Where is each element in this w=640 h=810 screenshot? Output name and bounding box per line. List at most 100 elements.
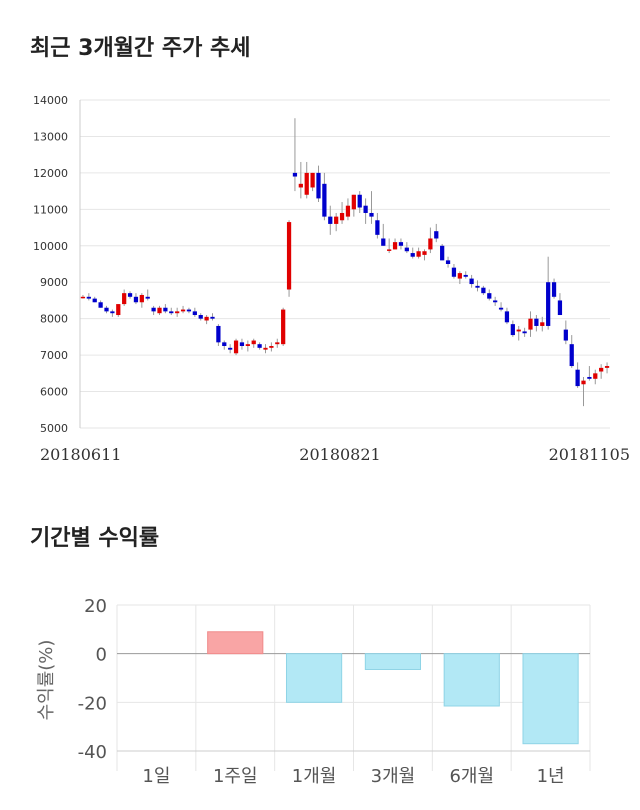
- candle: [587, 366, 592, 381]
- candle: [269, 342, 274, 352]
- candle: [604, 362, 610, 374]
- candle: [122, 289, 127, 306]
- candle: [86, 293, 91, 301]
- candle: [92, 296, 97, 303]
- candle-body: [298, 183, 303, 188]
- candle-body: [604, 366, 610, 368]
- candle: [493, 296, 498, 306]
- candle: [422, 249, 427, 261]
- y-tick-label: 6000: [40, 386, 68, 399]
- y-tick-label: 12000: [33, 167, 68, 180]
- candle-body: [251, 340, 256, 345]
- candle-body: [257, 344, 262, 348]
- candle: [522, 327, 527, 337]
- candle-body: [445, 260, 451, 264]
- candle-body: [493, 300, 498, 303]
- candle: [498, 302, 504, 312]
- candle-body: [475, 285, 480, 288]
- candle: [286, 220, 292, 297]
- candle-body: [581, 380, 586, 385]
- candle: [175, 307, 180, 317]
- candle-body: [599, 367, 604, 372]
- candle: [581, 376, 586, 407]
- candle: [445, 256, 451, 268]
- y-tick-label: 0: [96, 645, 107, 666]
- candle-body: [357, 194, 362, 208]
- candle-body: [304, 172, 309, 195]
- candle-body: [175, 311, 180, 314]
- candle: [80, 294, 86, 299]
- candle: [281, 307, 286, 346]
- candle: [410, 247, 415, 259]
- candle: [534, 315, 539, 332]
- candle-body: [310, 172, 315, 188]
- candle-body: [169, 311, 174, 314]
- bar: [285, 653, 343, 703]
- candle-body: [487, 293, 492, 299]
- candle-body: [139, 294, 144, 303]
- candle-body: [428, 238, 433, 250]
- candle: [180, 305, 186, 314]
- y-tick-label: 8000: [40, 313, 68, 326]
- candle: [316, 165, 321, 203]
- candle: [251, 338, 256, 348]
- y-tick-label: 13000: [33, 130, 68, 143]
- candle: [104, 305, 109, 314]
- candle: [304, 161, 309, 199]
- y-tick-label: 11000: [33, 203, 68, 216]
- candle: [222, 340, 227, 350]
- y-tick-label: 9000: [40, 276, 68, 289]
- bar: [207, 631, 264, 655]
- candlestick-chart: 14000 13000 12000 11000 10000 9000 8000 7000 600…: [33, 94, 630, 464]
- candle-body: [269, 346, 274, 348]
- candle: [169, 307, 174, 316]
- candle-body: [593, 373, 598, 379]
- candle-body: [127, 293, 133, 297]
- candle: [127, 291, 133, 299]
- candle-body: [522, 331, 527, 334]
- candle-body: [387, 249, 392, 251]
- candle-body: [528, 318, 533, 330]
- candle: [563, 320, 568, 345]
- candle-body: [281, 309, 286, 345]
- candle-body: [398, 242, 404, 246]
- candle: [357, 191, 362, 213]
- candle-body: [263, 347, 268, 350]
- candle-body: [345, 205, 351, 217]
- candle: [334, 212, 339, 232]
- candle-body: [216, 325, 221, 343]
- candle-body: [375, 220, 380, 235]
- candle-body: [316, 172, 321, 199]
- candle: [504, 307, 510, 325]
- candle: [198, 313, 203, 321]
- candle-body: [451, 267, 457, 277]
- x-tick-label: 1일: [142, 766, 170, 787]
- candle-body: [116, 304, 121, 316]
- candle-body: [222, 342, 227, 346]
- candle: [516, 325, 521, 341]
- candle-body: [404, 247, 409, 252]
- candle-body: [569, 344, 574, 367]
- candle: [239, 338, 245, 350]
- x-tick-label: 1년: [537, 766, 565, 787]
- y-tick-label: 14000: [33, 94, 68, 107]
- candle-body: [204, 316, 209, 321]
- candle-body: [422, 251, 427, 255]
- candle-body: [92, 298, 97, 303]
- candle: [375, 212, 380, 239]
- candle: [228, 344, 233, 354]
- candle-body: [392, 242, 398, 250]
- candle: [192, 307, 197, 317]
- candle: [133, 293, 139, 305]
- bar: [364, 653, 422, 670]
- candle-body: [557, 300, 563, 316]
- candle: [116, 304, 121, 317]
- candle: [569, 335, 574, 368]
- candle-body: [98, 302, 103, 308]
- x-tick-label: 20180611: [40, 445, 121, 464]
- candle-body: [210, 316, 215, 319]
- candle: [593, 369, 598, 385]
- candle: [163, 304, 168, 314]
- candle-body: [516, 329, 521, 332]
- x-tick-label: 20181105: [549, 445, 630, 464]
